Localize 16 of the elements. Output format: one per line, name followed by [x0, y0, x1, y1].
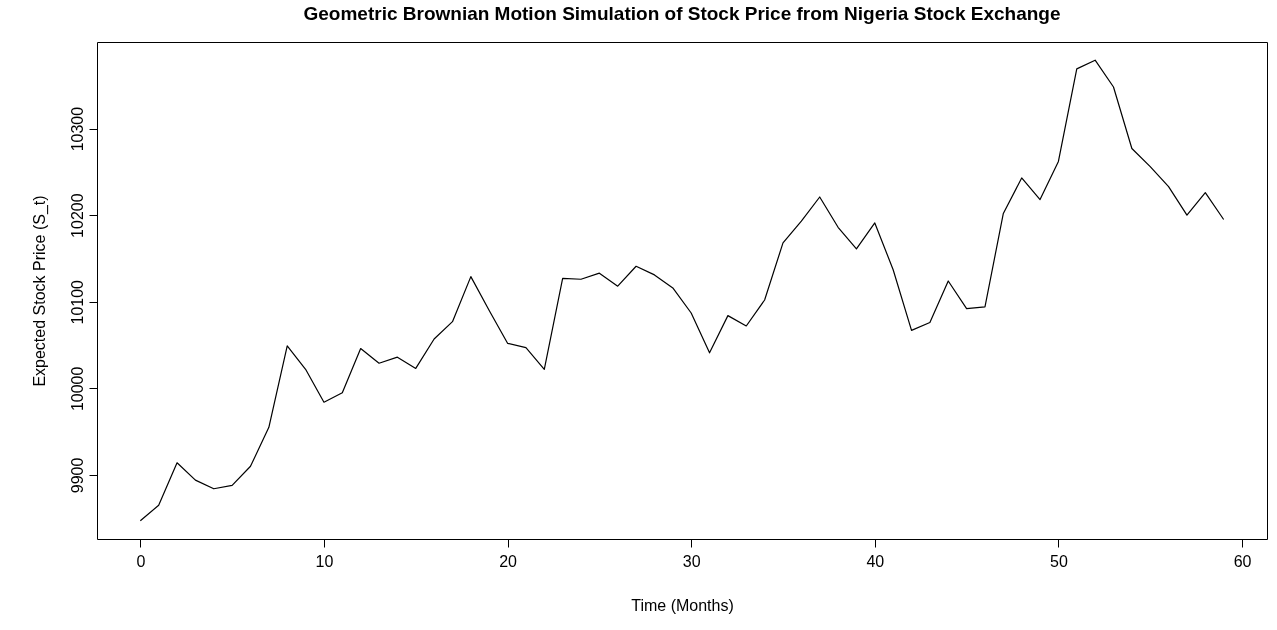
y-tick-label: 10300 [68, 106, 86, 152]
line-series [139, 59, 1225, 522]
x-tick-label: 0 [136, 552, 146, 570]
y-tick-label: 9900 [68, 457, 86, 494]
x-tick-label: 20 [499, 552, 518, 570]
x-tick-label: 50 [1050, 552, 1068, 570]
x-tick-label: 40 [866, 552, 885, 570]
x-tick-label: 10 [315, 552, 334, 570]
chart-title: Geometric Brownian Motion Simulation of Stock Price from Nigeria Stock Exchange [303, 3, 1061, 24]
y-axis-title: Expected Stock Price (S_t) [30, 195, 49, 387]
x-tick-label: 60 [1233, 552, 1252, 570]
y-tick-label: 10100 [68, 279, 86, 325]
y-tick-label: 10000 [68, 366, 86, 412]
x-tick-label: 30 [682, 552, 701, 570]
x-axis-title: Time (Months) [631, 596, 734, 614]
y-tick-label: 10200 [68, 193, 86, 238]
